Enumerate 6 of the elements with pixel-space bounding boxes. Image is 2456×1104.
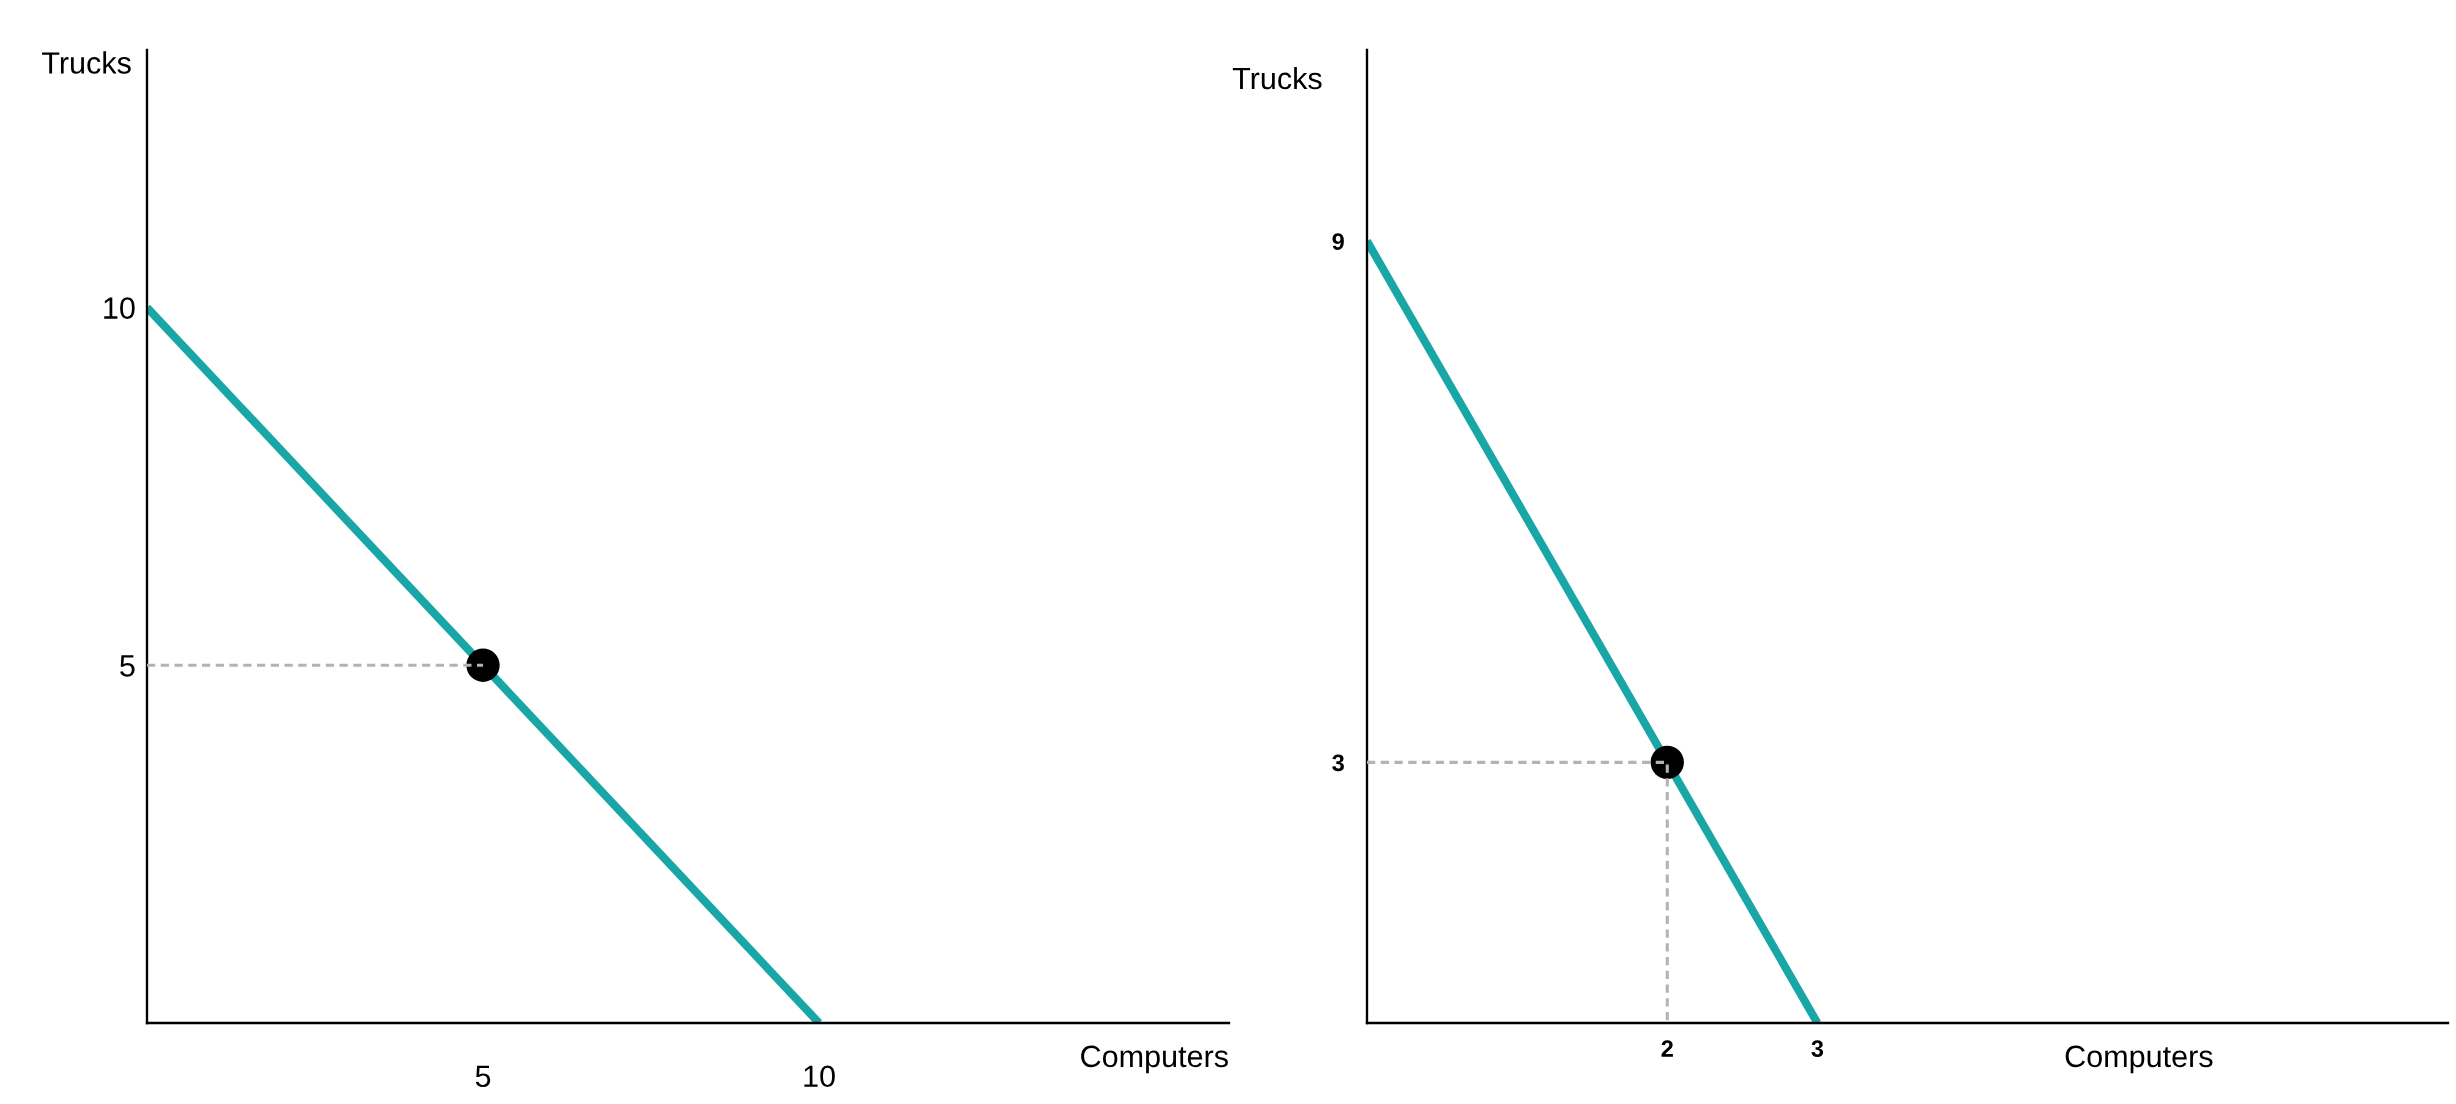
y-axis-title: Trucks	[1232, 66, 1322, 90]
x-tick-label: 2	[1661, 1040, 1673, 1057]
x-axis-title: Computers	[1081, 1045, 1228, 1074]
y-tick-label: 9	[1332, 233, 1344, 250]
y-axis-title: Trucks	[42, 51, 131, 74]
x-axis-title: Computers	[2065, 1045, 2213, 1074]
